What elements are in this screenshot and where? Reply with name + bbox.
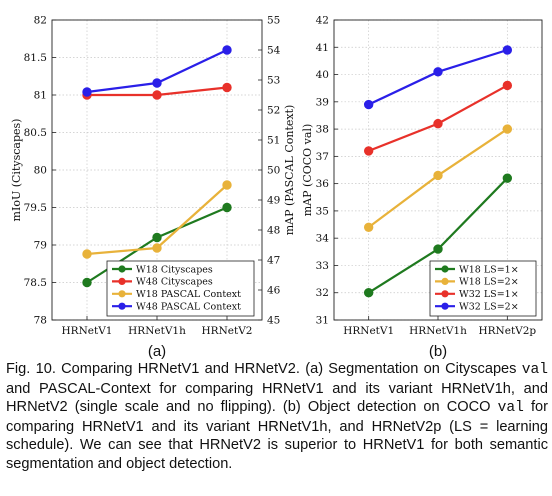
y-tick-label: 40 xyxy=(316,69,329,81)
data-point xyxy=(152,243,162,253)
legend-swatch-marker xyxy=(118,290,126,298)
y-tick-label: 32 xyxy=(316,287,329,299)
data-point xyxy=(433,67,443,77)
data-point xyxy=(502,80,513,91)
data-point xyxy=(502,45,513,55)
y2-tick-label: 51 xyxy=(267,135,280,147)
caption-part-3: for comparing HRNetV1 and its variant HR… xyxy=(6,399,548,472)
y-tick-label: 81.5 xyxy=(24,52,47,64)
legend: W18 LS=1× W18 LS=2×W32 LS=1× W32 LS=2× xyxy=(429,260,537,317)
y-tick-label: 41 xyxy=(316,42,329,54)
data-point xyxy=(82,249,92,259)
legend-entry: W48 PASCAL Context xyxy=(136,302,241,313)
y-tick-label: 81 xyxy=(34,90,47,102)
data-point xyxy=(363,288,374,298)
y-tick-label: 80 xyxy=(34,165,47,177)
x-tick-label: HRNetV2 xyxy=(202,325,253,337)
y-tick-label: 33 xyxy=(316,260,329,272)
legend-entry: W18 PASCAL Context xyxy=(136,289,241,300)
y2-tick-label: 50 xyxy=(267,165,280,177)
x-tick-label: HRNetV1 xyxy=(62,325,113,337)
panel-a-chart: 78 78.5 79 79.5 80 80.5 81 81.5 82 45 46 47 48 49 50 51… xyxy=(10,15,296,361)
legend-entry: W18 LS=2× xyxy=(459,277,519,288)
y2-tick-label: 52 xyxy=(267,105,280,117)
y2-tick-label: 46 xyxy=(267,285,281,297)
y2-tick-label: 53 xyxy=(267,75,280,87)
caption-part-2: and PASCAL-Context for comparing HRNetV1… xyxy=(6,380,548,416)
y-tick-label: 38 xyxy=(316,124,329,136)
caption-val-2: val xyxy=(497,400,524,417)
y-tick-label: 42 xyxy=(316,15,329,27)
legend-swatch-marker xyxy=(441,265,449,273)
legend-swatch-marker xyxy=(118,302,126,310)
y-tick-label: 78.5 xyxy=(24,277,47,289)
data-point xyxy=(222,82,232,93)
data-point xyxy=(502,124,513,134)
panel-label: (a) xyxy=(148,343,166,360)
y-tick-label: 79.5 xyxy=(24,202,47,214)
legend-entry: W32 LS=1× xyxy=(459,289,519,300)
y-tick-label: 79 xyxy=(34,240,47,252)
y-tick-label: 39 xyxy=(316,96,329,108)
y2-tick-label: 45 xyxy=(267,315,280,327)
data-point xyxy=(152,90,162,100)
y-tick-label: 82 xyxy=(34,15,47,27)
panel-b-chart: 31 32 33 34 35 36 37 38 39 40 41 42 HRNetV1 HRNetV1h H… xyxy=(301,15,543,360)
caption-part-1: Comparing HRNetV1 and HRNetV2. (a) Segme… xyxy=(61,361,522,377)
legend-swatch-marker xyxy=(441,290,449,298)
y-axis-label: mIoU (Cityscapes) xyxy=(10,119,23,222)
y2-tick-label: 49 xyxy=(267,195,280,207)
data-point xyxy=(222,202,232,213)
caption-fig-label: Fig. 10. xyxy=(6,361,56,377)
legend-entry: W48 Cityscapes xyxy=(136,277,213,288)
y-tick-label: 78 xyxy=(34,315,47,327)
y2-axis-label: mAP (PASCAL Context) xyxy=(283,105,296,236)
legend-swatch-marker xyxy=(441,302,449,310)
caption-val-1: val xyxy=(521,362,549,378)
legend-swatch-marker xyxy=(441,277,449,285)
data-point xyxy=(363,222,374,232)
data-point xyxy=(82,87,92,97)
y-tick-label: 35 xyxy=(316,205,329,217)
legend-entry: W18 LS=1× xyxy=(459,264,519,275)
y2-tick-label: 47 xyxy=(267,255,280,267)
x-tick-label: HRNetV1h xyxy=(409,325,467,337)
data-point xyxy=(363,99,374,110)
data-point xyxy=(433,118,443,129)
legend-entry: W18 Cityscapes xyxy=(136,264,213,275)
y-tick-label: 37 xyxy=(316,151,329,163)
data-point xyxy=(363,146,374,156)
y-tick-label: 36 xyxy=(316,178,330,190)
x-tick-label: HRNetV1 xyxy=(343,325,394,337)
figure-caption: Fig. 10. Comparing HRNetV1 and HRNetV2. … xyxy=(6,360,548,474)
data-point xyxy=(433,170,443,181)
y2-tick-label: 54 xyxy=(267,45,281,57)
y2-tick-label: 55 xyxy=(267,15,280,27)
panel-label: (b) xyxy=(429,343,447,360)
legend-entry: W32 LS=2× xyxy=(459,302,519,313)
data-point xyxy=(82,277,92,288)
data-point xyxy=(222,180,232,190)
data-point xyxy=(433,244,443,254)
figure: 78 78.5 79 79.5 80 80.5 81 81.5 82 45 46 47 48 49 50 51… xyxy=(10,15,543,361)
y2-tick-label: 48 xyxy=(267,225,280,237)
data-point xyxy=(502,173,513,183)
y-axis-label: mAP (COCO val) xyxy=(301,124,314,217)
y-tick-label: 31 xyxy=(316,315,329,327)
data-point xyxy=(152,78,162,88)
legend-swatch-marker xyxy=(118,277,126,285)
y-tick-label: 80.5 xyxy=(24,127,47,139)
legend-swatch-marker xyxy=(118,265,126,273)
x-tick-label: HRNetV1h xyxy=(128,325,186,337)
data-point xyxy=(152,232,162,243)
data-point xyxy=(222,45,232,55)
y-tick-label: 34 xyxy=(316,233,330,245)
x-tick-label: HRNetV2p xyxy=(478,325,536,337)
